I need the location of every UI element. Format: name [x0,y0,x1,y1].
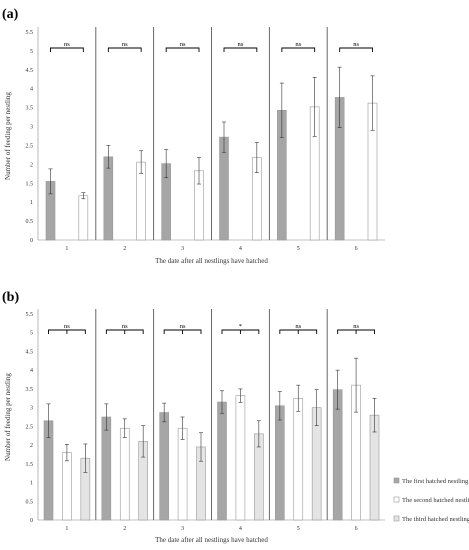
significance-label: ns [295,41,301,48]
panel-label: (a) [2,7,19,22]
significance-label: ns [64,41,70,48]
y-axis-title: Number of feeding per nestling [4,373,12,461]
bar [101,416,112,521]
y-tick-label: 1 [30,481,33,487]
y-tick-label: 4.5 [26,68,34,74]
bar [293,397,304,521]
y-tick-label: 4 [30,87,33,93]
y-tick-label: 1.5 [26,181,34,187]
legend-swatch [393,496,400,503]
x-tick-label: 6 [355,246,358,252]
bar [62,452,72,521]
legend: The first hatched nestling The second hat… [393,477,469,523]
significance-label: ns [238,41,244,48]
bar [235,395,246,521]
panel-b: (b) 0 0.5 1 1.5 2 2.5 3 3.5 4 4.5 5 5.5 Number of fee… [2,290,385,544]
significance-label: ns [295,323,301,330]
significance-bracket [281,47,316,52]
y-tick-label: 5.5 [26,30,34,36]
bar [78,195,89,241]
x-axis-title: The date after all nestlings have hatche… [155,257,268,265]
bar [159,412,169,521]
y-tick-label: 0.5 [26,499,34,505]
y-tick-label: 4.5 [26,349,34,355]
y-tick-label: 2 [30,162,33,168]
y-tick-label: 1 [30,200,33,206]
y-tick-label: 3 [30,406,33,412]
x-tick-label: 1 [65,526,68,532]
legend-label: The second hatched nestling [402,497,469,504]
bar [275,405,285,521]
significance-bracket [50,47,84,52]
x-tick-label: 1 [65,246,68,252]
x-tick-label: 2 [123,246,126,252]
significance-label: ns [122,323,128,330]
y-tick-label: 0 [30,518,33,524]
y-tick-label: 1.5 [26,462,34,468]
x-tick-label: 3 [181,246,184,252]
significance-label: ns [64,323,70,330]
y-tick-label: 2.5 [26,424,34,430]
bar [103,156,114,241]
significance-label: ns [180,323,186,330]
bar [119,427,130,521]
panel-a: (a) 0 0.5 1 1.5 2 2.5 3 3.5 4 4.5 5 5.5 Number of fee… [2,7,385,265]
y-tick-label: 0 [30,238,33,244]
significance-bracket [339,47,373,52]
y-tick-label: 4 [30,368,33,374]
x-tick-label: 2 [123,526,126,532]
x-axis-title: The date after all nestlings have hatche… [155,536,268,544]
y-tick-label: 2 [30,443,33,449]
legend-label: The third hatched nestling [402,516,469,523]
x-tick-label: 3 [181,526,184,532]
y-tick-label: 3.5 [26,106,34,112]
legend-label: The first hatched nestling [402,478,469,485]
significance-bracket [223,47,258,52]
bar [177,427,188,521]
x-tick-label: 6 [355,526,358,532]
significance-label: ns [353,41,359,48]
significance-bracket [165,47,200,52]
y-tick-label: 3 [30,125,33,131]
y-tick-label: 0.5 [26,219,34,225]
x-tick-label: 5 [297,246,300,252]
y-tick-label: 2.5 [26,143,34,149]
y-tick-label: 5.5 [26,312,34,318]
legend-swatch [393,477,400,484]
significance-label: * [239,323,242,330]
x-tick-label: 5 [297,526,300,532]
panel-label: (b) [2,290,19,305]
significance-label: ns [180,41,186,48]
x-tick-label: 4 [239,246,242,252]
significance-bracket [107,47,142,52]
significance-label: ns [122,41,128,48]
significance-label: ns [353,323,359,330]
x-tick-label: 4 [239,526,242,532]
bar [217,401,227,521]
legend-swatch [393,515,400,522]
y-axis-title: Number of feeding per nestling [4,92,12,180]
bar [219,136,229,241]
y-tick-label: 3.5 [26,387,34,393]
y-tick-label: 5 [30,331,33,337]
bar [136,161,146,241]
y-tick-label: 5 [30,49,33,55]
